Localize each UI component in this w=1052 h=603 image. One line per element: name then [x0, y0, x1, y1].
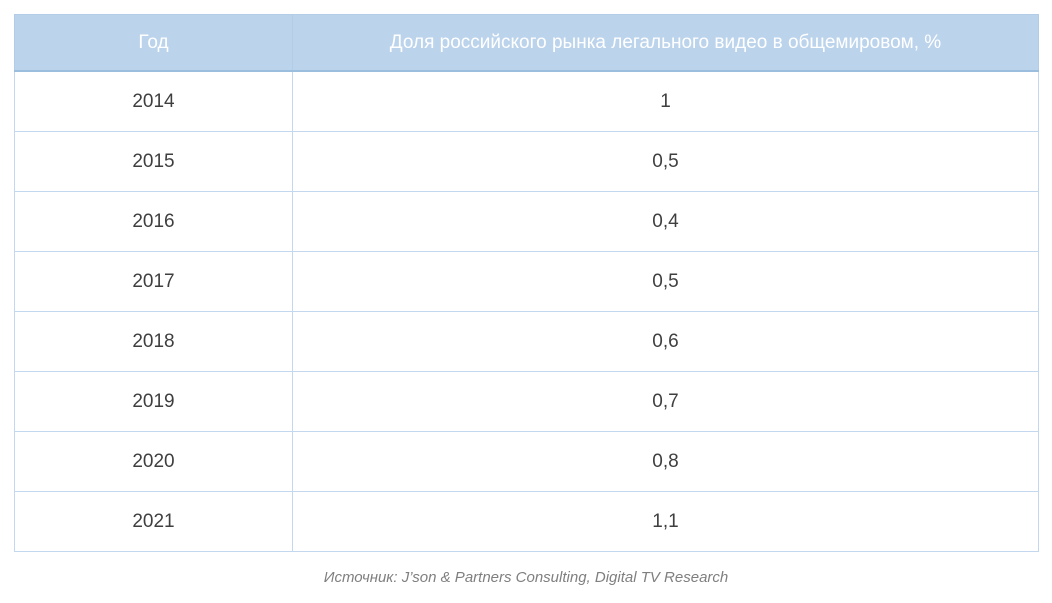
year-cell: 2019 [14, 371, 293, 432]
year-cell: 2014 [14, 70, 293, 132]
share-cell: 0,8 [292, 431, 1039, 492]
share-cell: 1,1 [292, 491, 1039, 552]
share-cell: 0,6 [292, 311, 1039, 372]
share-cell: 1 [292, 70, 1039, 132]
table-row: 2018 0,6 [14, 311, 1039, 372]
column-header-share: Доля российского рынка легального видео … [292, 14, 1039, 72]
table-row: 2017 0,5 [14, 251, 1039, 312]
share-cell: 0,5 [292, 131, 1039, 192]
year-cell: 2020 [14, 431, 293, 492]
table-row: 2020 0,8 [14, 431, 1039, 492]
header-row: Год Доля российского рынка легального ви… [14, 14, 1039, 72]
data-table: Год Доля российского рынка легального ви… [14, 14, 1039, 552]
column-header-year: Год [14, 14, 293, 72]
year-cell: 2015 [14, 131, 293, 192]
share-cell: 0,4 [292, 191, 1039, 252]
share-cell: 0,7 [292, 371, 1039, 432]
table-row: 2014 1 [14, 70, 1039, 132]
source-caption: Источник: J’son & Partners Consulting, D… [323, 569, 729, 586]
year-cell: 2021 [14, 491, 293, 552]
share-cell: 0,5 [292, 251, 1039, 312]
table-row: 2015 0,5 [14, 131, 1039, 192]
year-cell: 2017 [14, 251, 293, 312]
year-cell: 2018 [14, 311, 293, 372]
year-cell: 2016 [14, 191, 293, 252]
table-row: 2019 0,7 [14, 371, 1039, 432]
table-row: 2016 0,4 [14, 191, 1039, 252]
table-row: 2021 1,1 [14, 491, 1039, 552]
